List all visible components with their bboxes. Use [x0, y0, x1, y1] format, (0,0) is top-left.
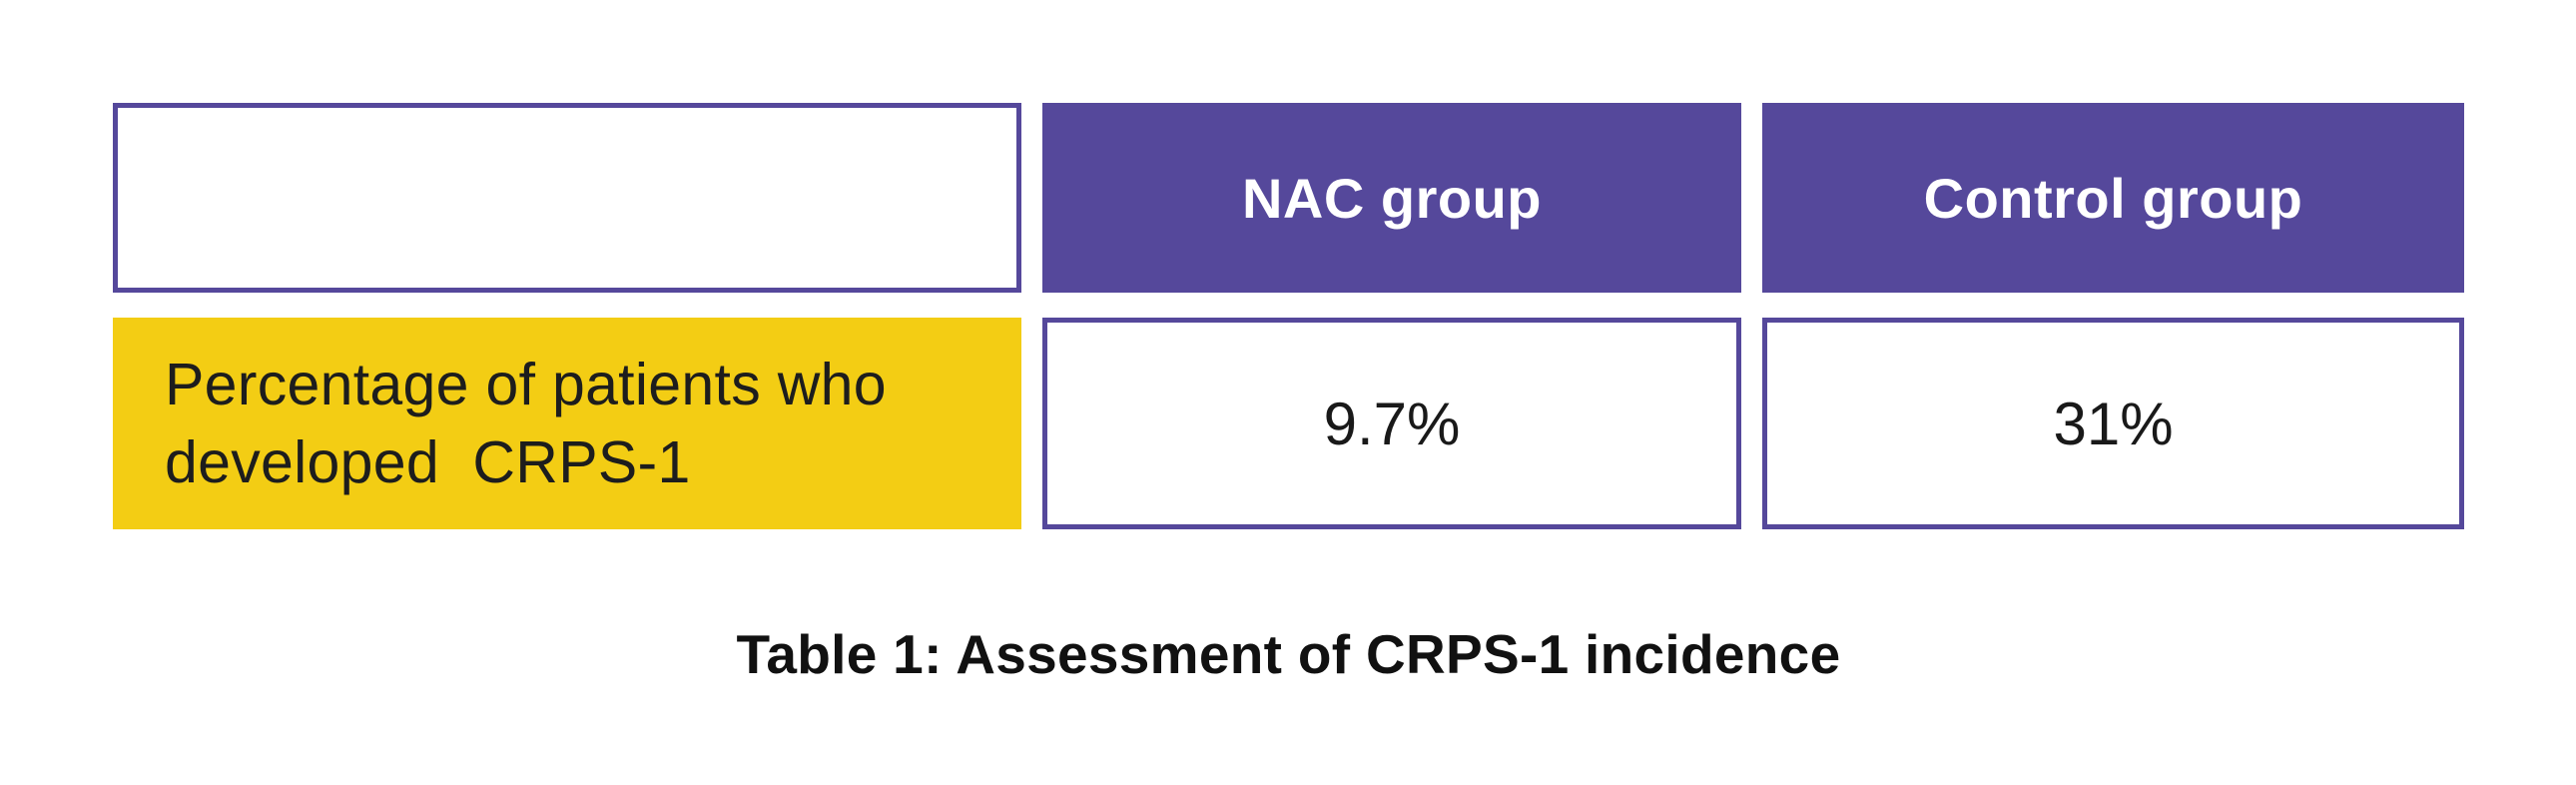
- header-cell-control-group: Control group: [1762, 103, 2464, 293]
- row-label-cell: Percentage of patients who developed CRP…: [113, 318, 1021, 529]
- table-caption: Table 1: Assessment of CRPS-1 incidence: [736, 623, 1841, 685]
- value-cell-nac-group: 9.7%: [1042, 318, 1741, 529]
- crps-incidence-table: NAC group Control group Percentage of pa…: [113, 103, 2464, 529]
- header-cell-nac-group: NAC group: [1042, 103, 1741, 293]
- value-cell-control-group: 31%: [1762, 318, 2464, 529]
- empty-corner-cell: [113, 103, 1021, 293]
